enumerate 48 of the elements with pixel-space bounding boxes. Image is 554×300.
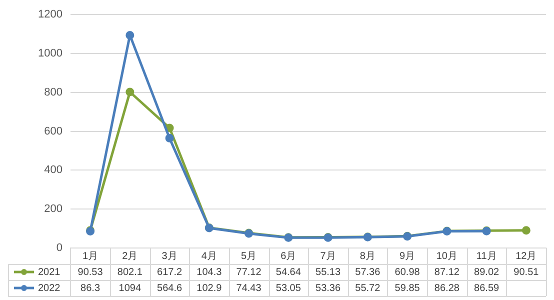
y-tick-label: 1200 [38, 8, 62, 21]
data-label: 90.53 [78, 266, 104, 278]
x-tick-label: 9月 [400, 250, 416, 262]
legend-label: 2021 [38, 266, 61, 278]
data-label: 1094 [118, 282, 142, 294]
x-tick-label: 7月 [320, 250, 336, 262]
data-label: 53.05 [276, 282, 302, 294]
legend-label: 2022 [38, 282, 61, 294]
data-label: 802.1 [117, 266, 143, 278]
data-label: 104.3 [196, 266, 222, 278]
data-label: 57.36 [355, 266, 381, 278]
y-tick-label: 0 [56, 242, 62, 254]
data-label: 564.6 [157, 282, 182, 294]
x-tick-label: 5月 [241, 250, 257, 262]
data-label: 86.59 [474, 282, 500, 294]
data-label: 89.02 [474, 266, 500, 278]
data-label: 86.28 [434, 282, 460, 294]
x-tick-label: 4月 [201, 250, 217, 262]
x-tick-label: 12月 [516, 250, 537, 262]
data-label: 53.36 [316, 282, 341, 294]
data-label: 54.64 [276, 266, 302, 278]
point [165, 134, 174, 142]
x-tick-label: 1月 [82, 250, 98, 262]
data-label: 617.2 [157, 266, 182, 278]
data-label: 60.98 [394, 266, 420, 278]
y-tick-label: 400 [44, 164, 62, 176]
x-tick-label: 6月 [280, 250, 296, 262]
y-tick-label: 1000 [38, 48, 62, 60]
data-label: 74.43 [236, 282, 262, 294]
data-label: 86.3 [80, 282, 100, 294]
point [126, 88, 134, 96]
data-label: 102.9 [196, 282, 222, 294]
y-tick-label: 200 [44, 203, 62, 216]
x-tick-label: 8月 [360, 250, 376, 262]
point [126, 30, 134, 40]
point [522, 226, 530, 235]
y-tick-label: 600 [44, 125, 62, 138]
x-tick-label: 2月 [122, 250, 138, 262]
x-tick-label: 3月 [162, 250, 178, 262]
data-label: 77.12 [236, 266, 262, 278]
data-label: 55.72 [355, 282, 381, 294]
data-label: 90.51 [514, 266, 540, 278]
data-label: 55.13 [316, 266, 341, 278]
data-label: 87.12 [434, 266, 460, 278]
data-label: 59.85 [394, 282, 420, 294]
y-tick-label: 800 [44, 86, 62, 98]
x-tick-label: 10月 [436, 250, 458, 262]
x-tick-label: 11月 [476, 250, 497, 262]
